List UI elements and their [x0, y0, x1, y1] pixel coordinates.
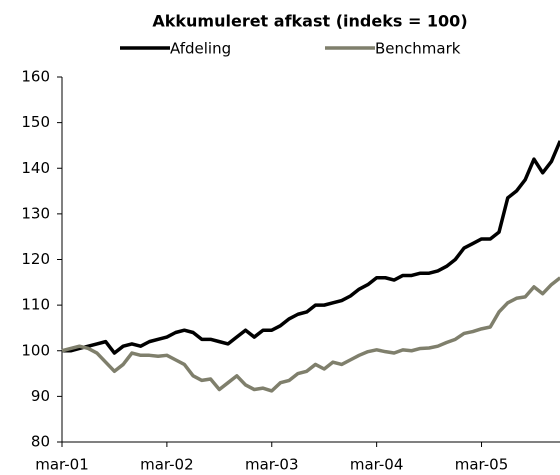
y-tick-label: 160 [21, 68, 50, 86]
y-tick-label: 100 [21, 341, 50, 359]
y-tick-label: 90 [31, 387, 50, 405]
legend-label: Afdeling [170, 40, 231, 58]
legend-label: Benchmark [375, 40, 461, 58]
x-tick-label: mar-02 [140, 456, 194, 474]
y-tick-label: 140 [21, 159, 50, 177]
x-tick-label: mar-03 [245, 456, 299, 474]
y-tick-label: 80 [31, 433, 50, 451]
x-tick-label: mar-05 [455, 456, 509, 474]
chart-title: Akkumuleret afkast (indeks = 100) [152, 12, 467, 31]
series-line [62, 140, 560, 355]
y-tick-label: 110 [21, 296, 50, 314]
y-tick-label: 130 [21, 204, 50, 222]
y-tick-label: 120 [21, 250, 50, 268]
x-tick-label: mar-01 [35, 456, 89, 474]
x-tick-label: mar-04 [350, 456, 404, 474]
series-line [61, 276, 560, 393]
y-tick-label: 150 [21, 113, 50, 131]
